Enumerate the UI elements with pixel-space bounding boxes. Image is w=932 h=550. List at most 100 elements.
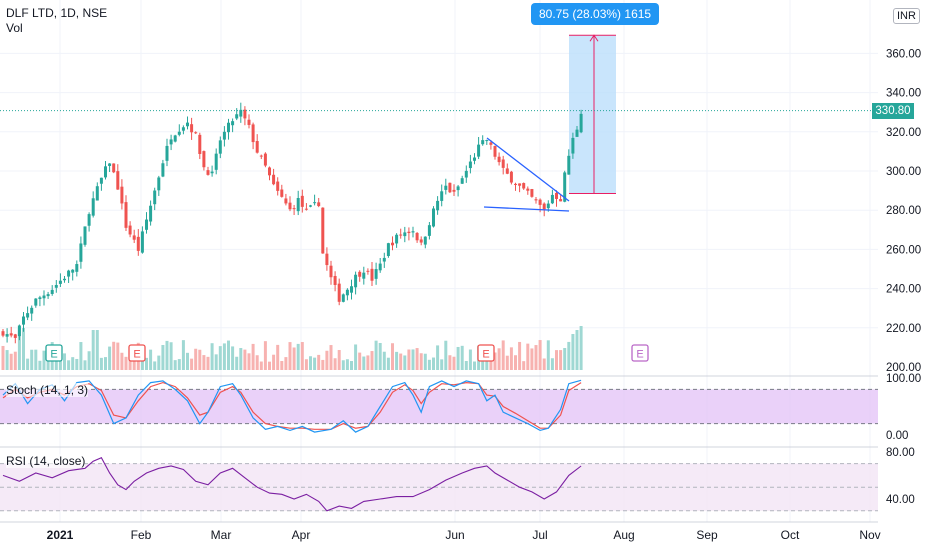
volume-bar — [251, 343, 255, 370]
volume-bar — [468, 349, 472, 370]
candle-body — [231, 121, 235, 126]
candle-body — [538, 199, 542, 205]
rsi-line — [2, 456, 582, 512]
volume-bar — [222, 343, 226, 370]
candle-body — [17, 325, 21, 337]
candle-body — [132, 235, 136, 240]
volume-bar — [206, 356, 210, 370]
symbol-title[interactable]: DLF LTD, 1D, NSE — [6, 6, 108, 20]
volume-bar — [5, 350, 9, 370]
candle-body — [26, 313, 30, 318]
price-tick-label: 200.00 — [886, 362, 921, 374]
stoch-tick-label: 0.00 — [886, 430, 908, 442]
candle-body — [210, 171, 214, 174]
volume-bar — [411, 349, 415, 370]
price-range-measure[interactable] — [569, 34, 616, 195]
stoch-k-line — [2, 379, 582, 433]
earnings-marker — [631, 344, 649, 362]
candle-body — [161, 163, 165, 177]
measure-label: 80.75 (28.03%) 1615 — [531, 3, 660, 25]
volume-bar — [112, 341, 116, 370]
earnings-marker-label: E — [50, 349, 57, 361]
candle-body — [501, 159, 505, 168]
trendline-upper — [486, 137, 570, 202]
candle-body — [440, 191, 444, 201]
volume-bar — [157, 355, 161, 370]
candle-body — [522, 183, 526, 189]
volume-bar — [366, 355, 370, 370]
volume-bar — [514, 355, 517, 370]
volume-bar — [95, 330, 99, 370]
trendlines[interactable] — [483, 137, 570, 212]
time-tick-label: Apr — [292, 528, 311, 542]
earnings-marker — [128, 344, 146, 362]
volume-bar — [116, 342, 120, 370]
candle-body — [415, 232, 419, 241]
candle-body — [399, 234, 403, 236]
volume-bar — [218, 346, 222, 370]
volume-bar — [276, 344, 280, 370]
candle-body — [284, 198, 288, 204]
volume-bar — [456, 346, 460, 370]
candle-body — [468, 161, 472, 169]
candle-body — [71, 269, 75, 273]
candle-body — [386, 243, 390, 256]
volume-bar — [448, 355, 452, 370]
candle-body — [407, 231, 411, 234]
candle-body — [345, 289, 349, 296]
volume-bar — [231, 346, 235, 370]
candle-body — [5, 334, 9, 337]
stoch-legend[interactable]: Stoch (14, 1, 3) — [6, 383, 89, 397]
volume-bar — [132, 357, 136, 370]
candle-body — [67, 270, 71, 277]
volume-bar — [268, 361, 271, 370]
volume-bar — [563, 348, 567, 370]
price-tick-label: 300.00 — [886, 166, 921, 178]
candle-body — [34, 298, 38, 306]
volume-bar — [186, 352, 189, 370]
volume-legend[interactable]: Vol — [6, 21, 23, 35]
candle-body — [300, 195, 304, 207]
candle-body — [157, 177, 161, 191]
volume-bar — [575, 330, 579, 370]
candle-body — [181, 127, 185, 131]
price-tick-label: 220.00 — [886, 323, 921, 335]
candle-body — [243, 109, 247, 119]
candle-body — [42, 295, 46, 299]
volume-bar — [300, 342, 304, 370]
volume-bar — [17, 328, 21, 370]
currency-badge[interactable]: INR — [893, 8, 920, 24]
candle-body — [374, 269, 378, 279]
candle-body — [378, 263, 382, 271]
volume-bar — [227, 340, 230, 370]
candle-body — [370, 268, 374, 281]
volume-bar — [530, 348, 534, 370]
candle-body — [456, 186, 460, 191]
volume-bar — [518, 341, 522, 370]
candle-body — [235, 114, 239, 119]
volume-bar — [149, 349, 153, 370]
volume-bar — [120, 352, 124, 370]
price-axis[interactable]: 360.00 340.00 320.00 300.00 280.00 260.00 240.… — [878, 0, 932, 550]
time-tick-label: Nov — [859, 528, 880, 542]
grid — [0, 0, 932, 523]
candle-body — [276, 181, 280, 191]
rsi-legend[interactable]: RSI (14, close) — [6, 454, 86, 468]
volume-bar — [432, 357, 435, 370]
candle-body — [489, 142, 493, 145]
candle-body — [198, 134, 202, 154]
candle-body — [268, 167, 271, 176]
candle-body — [239, 109, 243, 117]
volume-bar — [382, 351, 386, 370]
earnings-marker — [477, 344, 495, 362]
candle-body — [99, 177, 103, 184]
candle-body — [432, 208, 435, 227]
time-axis[interactable]: 2021 Feb Mar Apr Jun Jul Aug Sep Oct Nov — [47, 528, 881, 542]
candle-body — [173, 135, 177, 142]
volume-bar — [501, 340, 505, 370]
candle-body — [251, 124, 255, 143]
volume-bar — [13, 351, 17, 370]
volume-bar — [313, 357, 317, 370]
